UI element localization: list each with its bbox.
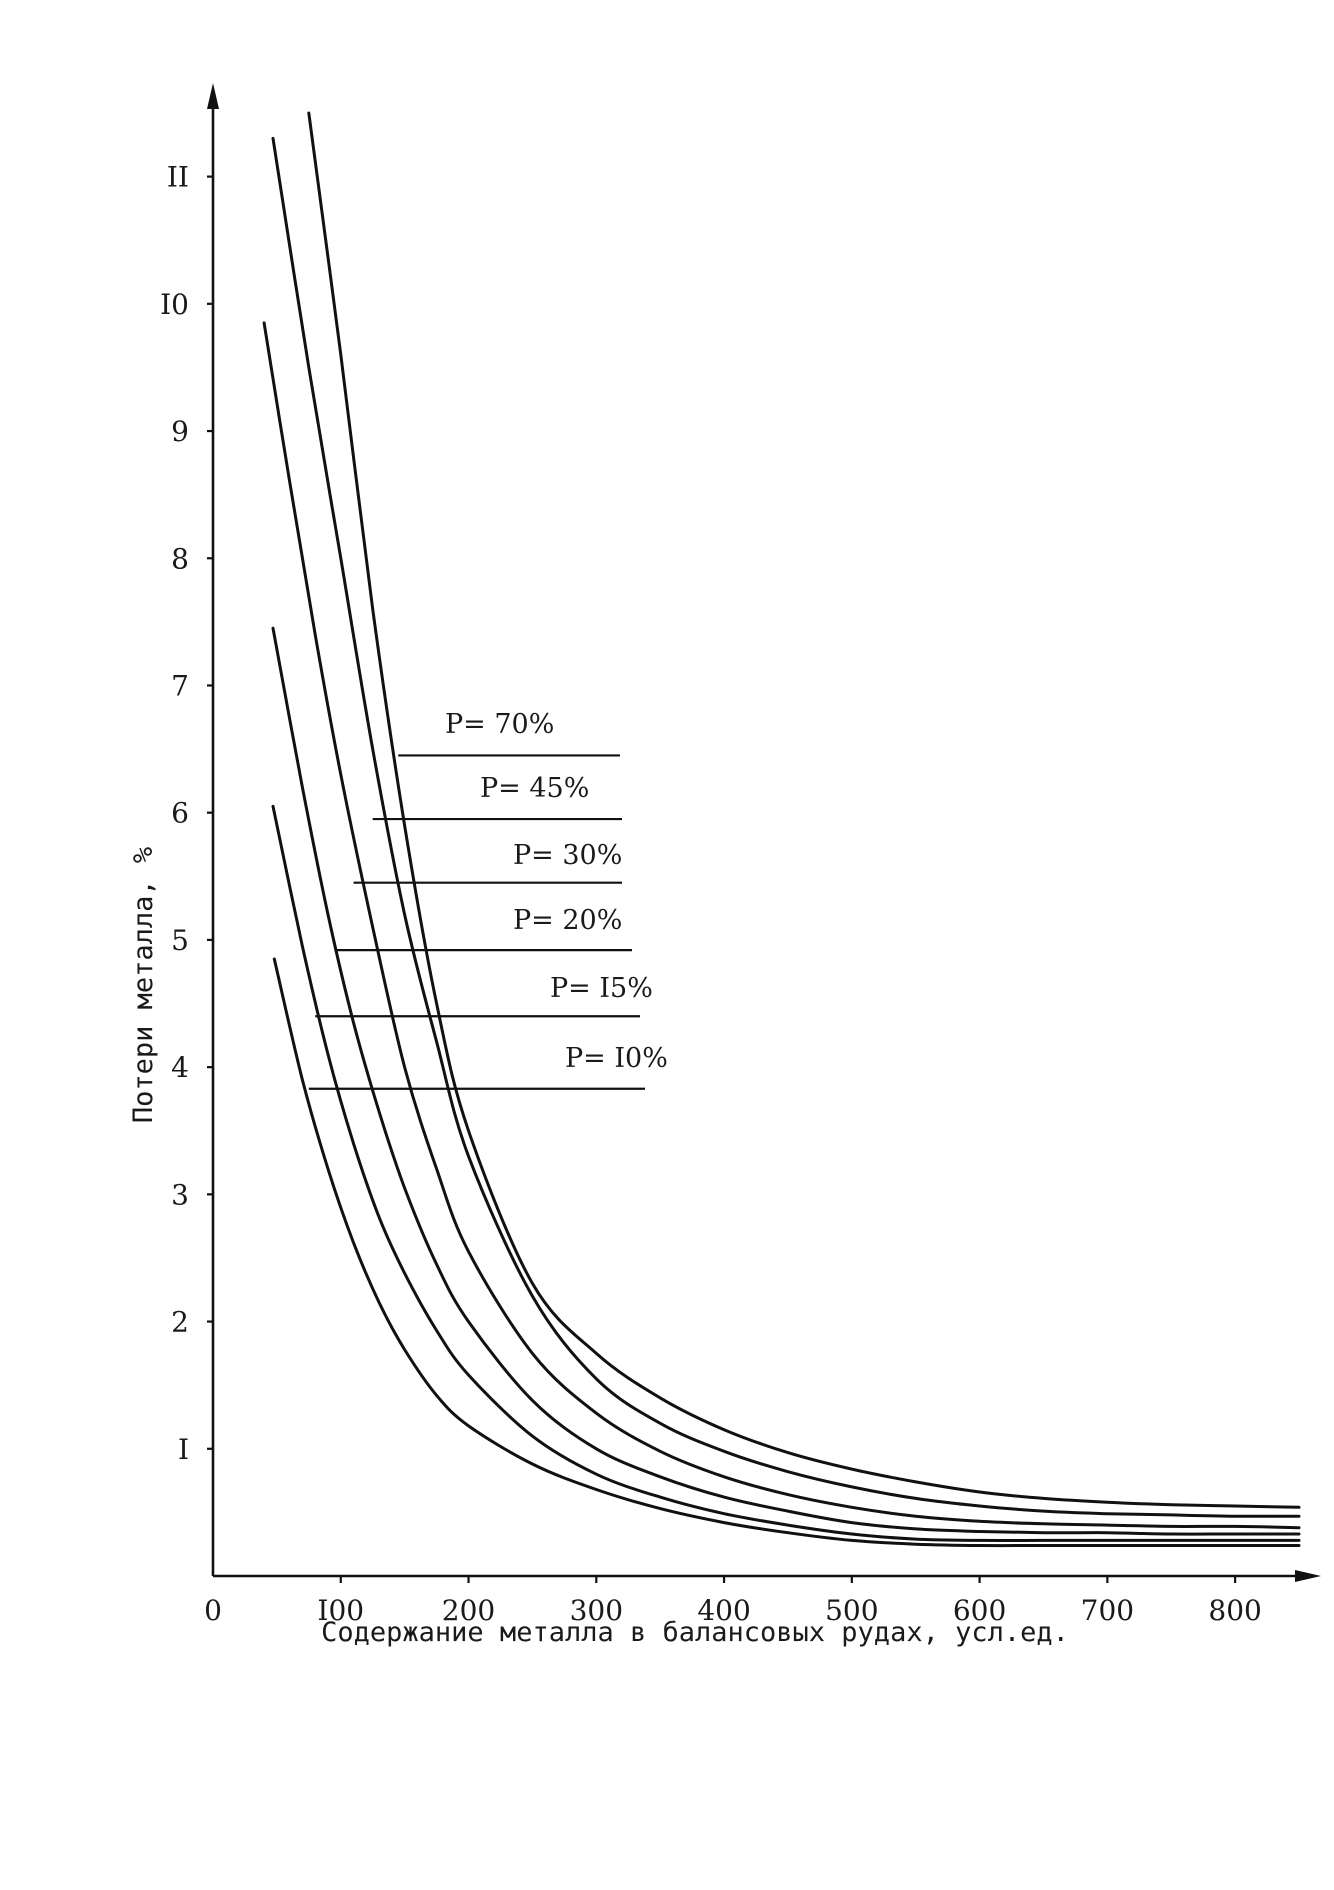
x-tick-label: 600 bbox=[953, 1594, 1006, 1627]
series-curves bbox=[262, 111, 1301, 1548]
chart-axes: I 2 3 4 5 6 7 8 9 I0 II 0 I00 200 300 400 500 600 700 800 bbox=[160, 83, 1321, 1627]
series-label: P= 70% bbox=[445, 709, 554, 740]
y-tick-label: 5 bbox=[171, 924, 189, 957]
series-line bbox=[271, 804, 1301, 1542]
series-line bbox=[262, 321, 1301, 1530]
x-tick-label: 300 bbox=[570, 1594, 623, 1627]
y-tick-label: II bbox=[167, 161, 189, 194]
x-tick-label: 700 bbox=[1081, 1594, 1134, 1627]
x-axis-arrow-icon bbox=[1295, 1570, 1321, 1582]
x-tick-label: I00 bbox=[317, 1594, 364, 1627]
y-axis-title: Потери металла, % bbox=[128, 847, 159, 1123]
series-label: P= 20% bbox=[513, 905, 622, 936]
y-tick-label: I bbox=[178, 1433, 189, 1466]
y-tick-label: 9 bbox=[171, 415, 189, 448]
series-label: P= I5% bbox=[550, 973, 653, 1004]
series-line bbox=[271, 136, 1301, 1518]
y-tick-label: 2 bbox=[171, 1306, 189, 1339]
series-label: P= 30% bbox=[513, 840, 622, 871]
y-tick-label: 6 bbox=[171, 797, 189, 830]
series-labels: P= 70% P= 45% P= 30% P= 20% P= I5% P= I0% bbox=[308, 709, 668, 1090]
x-tick-label: 500 bbox=[825, 1594, 878, 1627]
series-label: P= I0% bbox=[565, 1043, 668, 1074]
x-tick-label: 200 bbox=[442, 1594, 495, 1627]
series-label: P= 45% bbox=[480, 773, 589, 804]
x-tick-label: 800 bbox=[1208, 1594, 1261, 1627]
y-tick-label: 4 bbox=[171, 1051, 189, 1084]
x-tick-label: 0 bbox=[204, 1594, 222, 1627]
x-tick-label: 400 bbox=[697, 1594, 750, 1627]
series-line bbox=[307, 111, 1301, 1509]
y-tick-label: 7 bbox=[171, 669, 189, 702]
y-axis-arrow-icon bbox=[207, 83, 219, 109]
series-line bbox=[272, 957, 1301, 1548]
y-tick-label: 3 bbox=[171, 1178, 189, 1211]
y-tick-label: 8 bbox=[171, 542, 189, 575]
series-line bbox=[271, 626, 1301, 1536]
y-tick-label: I0 bbox=[160, 288, 189, 321]
x-axis-title: Содержание металла в балансовых рудах, у… bbox=[321, 1617, 1069, 1648]
